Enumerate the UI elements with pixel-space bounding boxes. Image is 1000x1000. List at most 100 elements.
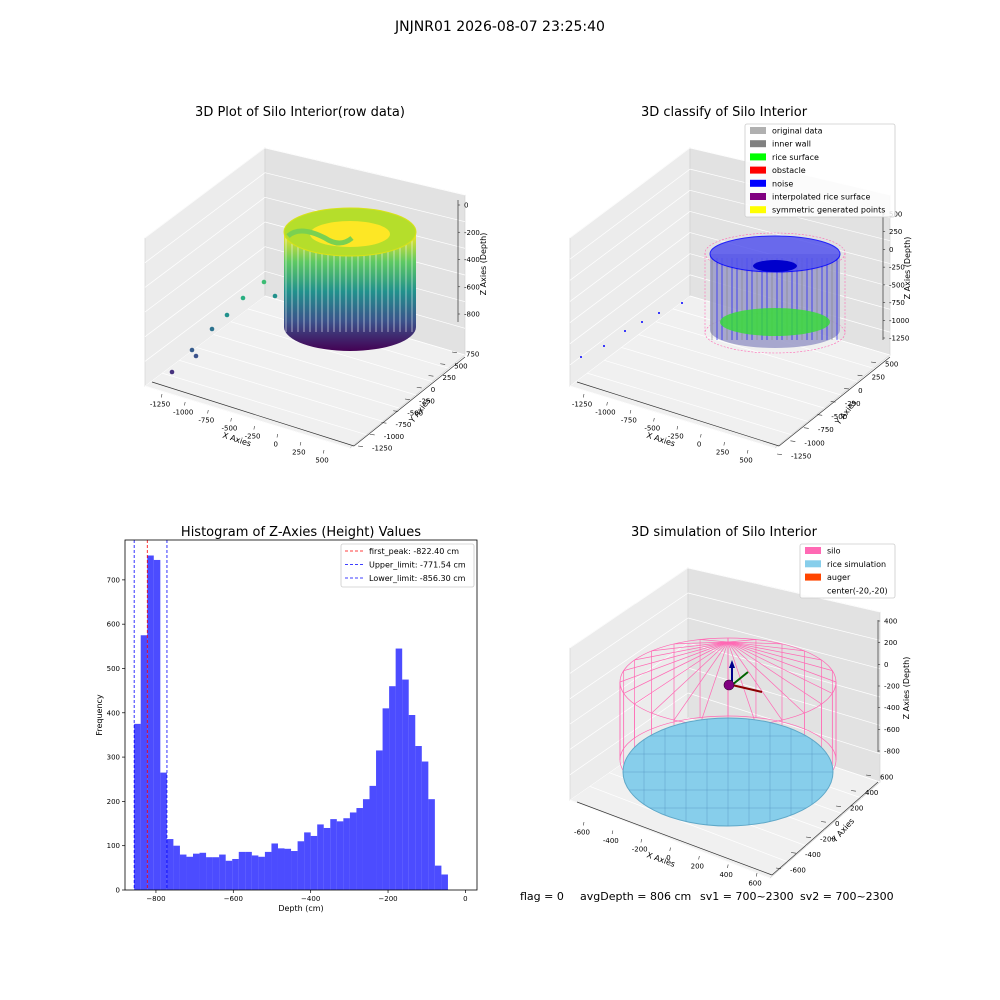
raw-x-tick-mark	[299, 441, 302, 446]
histogram-bar	[186, 856, 194, 890]
gridline	[264, 172, 466, 223]
footer-sv2: sv2 = 700~2300	[800, 890, 894, 903]
simulation-x-tick-mark	[640, 838, 642, 843]
classify-legend: original data inner wall rice surface obsta…	[744, 123, 896, 218]
histogram-y-label: Frequency	[95, 694, 104, 736]
classify-legend-label: interpolated rice surface	[772, 193, 870, 202]
classify-y-tick-mark	[776, 453, 782, 455]
classify-legend-label: symmetric generated points	[772, 206, 885, 215]
gridline	[687, 592, 881, 641]
histogram-y-tick-label: 300	[107, 754, 120, 762]
simulation-legend-label: rice simulation	[827, 560, 886, 569]
histogram-bar	[147, 555, 154, 890]
simulation-legend-label: center(-20,-20)	[827, 586, 888, 595]
classify-y-tick-label: -1000	[804, 439, 824, 447]
gridline	[569, 274, 691, 366]
classify-x-axis	[576, 381, 780, 447]
raw-cylinder-inner-wall	[286, 228, 354, 246]
histogram-title: Histogram of Z-Axies (Height) Values	[181, 525, 421, 540]
gridline	[569, 168, 691, 260]
histogram-bar	[421, 761, 429, 890]
histogram-bar	[330, 819, 337, 890]
raw-cylinder-body	[284, 232, 416, 351]
raw-z-tick-label: 0	[464, 202, 468, 210]
histogram-bar	[323, 827, 331, 890]
simulation-x-tick-mark	[583, 821, 585, 826]
silo-roof-wire	[727, 641, 805, 652]
classify-x-tick-mark	[676, 425, 679, 430]
classify-y-tick-label: -250	[845, 400, 861, 408]
histogram-bar	[166, 839, 174, 890]
simulation-legend: silo rice simulation auger center(-20,-20)	[799, 543, 896, 599]
raw-y-tick-label: -1250	[372, 445, 392, 453]
raw-outlier-points	[169, 279, 278, 375]
gridline	[569, 232, 691, 323]
raw-y-tick-mark	[440, 363, 446, 365]
gridline	[569, 567, 689, 649]
raw-x-tick-mark	[253, 425, 255, 430]
classify-y-tick-label: -1250	[791, 453, 811, 461]
histogram-bar	[349, 812, 357, 890]
histogram-x-tick-label: −600	[224, 895, 243, 903]
raw-x-tick-label: 250	[292, 449, 305, 457]
silo-roof-wire	[623, 641, 729, 694]
silo-roof-wire	[727, 641, 822, 705]
raw-y-axis	[353, 356, 466, 447]
classify-z-ticks: 500 250 0 -250 -500 -750 -1000 -1250	[883, 211, 909, 343]
histogram-y-tick-label: 500	[107, 665, 120, 673]
raw-x-tick-mark	[161, 393, 163, 398]
raw-y-tick-label: 500	[454, 362, 467, 370]
histogram-bar	[232, 858, 239, 890]
histogram-bar	[428, 799, 435, 890]
simulation-x-tick-mark	[611, 830, 614, 835]
histogram-bar	[264, 851, 272, 890]
classify-z-tick-label: -500	[889, 281, 905, 289]
histogram-bar	[219, 854, 226, 890]
gridline	[569, 253, 691, 344]
classify-x-tick-label: -250	[668, 433, 684, 441]
histogram-bar	[212, 857, 220, 890]
simulation-x-tick-mark	[727, 864, 729, 869]
simulation-z-tick-label: -400	[884, 704, 900, 712]
histogram-bar	[179, 854, 187, 890]
histogram-bar	[271, 843, 278, 890]
simulation-legend-label: auger	[827, 573, 851, 582]
gridline	[569, 147, 691, 239]
raw-z-tick-label: -200	[464, 229, 480, 237]
status-footer: flag = 0 avgDepth = 806 cm sv1 = 700~230…	[520, 890, 894, 903]
raw-y-tick-mark	[428, 375, 434, 377]
histogram-bar	[317, 824, 324, 890]
raw-x-tick-mark	[207, 409, 209, 414]
gridline	[687, 567, 881, 613]
histogram-bar	[238, 851, 246, 890]
histogram-x-tick-label: −200	[378, 895, 397, 903]
histogram-y-tick-label: 0	[116, 887, 120, 895]
histogram-bar	[369, 785, 377, 890]
simulation-y-tick-label: 600	[880, 774, 893, 782]
histogram-bar	[225, 860, 233, 890]
silo-roof-wire	[700, 639, 729, 643]
gridline	[687, 667, 881, 726]
histogram-bar	[415, 746, 422, 890]
silo-roof-wire	[634, 641, 729, 661]
histogram-bar	[362, 799, 370, 890]
raw-x-tick-label: 0	[273, 441, 277, 449]
histogram-y-tick-label: 100	[107, 842, 120, 850]
simulation-y-tick-mark	[865, 774, 871, 776]
histogram-y-tick-label: 600	[107, 621, 120, 629]
silo-roof-wire	[727, 641, 783, 645]
histogram-y-tick-label: 700	[107, 576, 120, 584]
classify-y-tick-mark	[857, 374, 863, 377]
raw-x-tick-mark	[230, 417, 232, 422]
classify-legend-label: obstacle	[772, 166, 806, 175]
raw-panel-title: 3D Plot of Silo Interior(row data)	[195, 105, 405, 120]
gridline	[144, 172, 266, 263]
silo-roof-wire	[727, 641, 783, 721]
classify-x-tick-mark	[606, 401, 608, 406]
silo-roof-wire	[673, 641, 729, 721]
histogram-bar	[153, 559, 161, 890]
simulation-z-tick-label: -600	[884, 726, 900, 734]
histogram-bar	[389, 686, 396, 890]
histogram-bar	[382, 708, 390, 890]
